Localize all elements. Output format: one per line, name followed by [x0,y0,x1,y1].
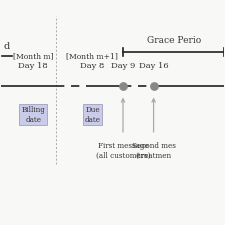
Text: Second mes
(treatmen: Second mes (treatmen [132,142,176,159]
Text: [Month m+1]: [Month m+1] [67,52,118,60]
Text: Billing
date: Billing date [21,106,45,124]
Point [121,84,125,88]
Text: Day 8: Day 8 [80,63,105,70]
Text: Due
date: Due date [84,106,100,124]
Text: d: d [3,42,9,51]
Text: Grace Perio: Grace Perio [148,36,202,45]
Text: Day 16: Day 16 [139,63,168,70]
Text: [Month m]: [Month m] [13,52,54,60]
Text: First message
(all customers): First message (all customers) [96,142,150,159]
Point [152,84,155,88]
Text: Day 9: Day 9 [111,63,135,70]
Text: Day 18: Day 18 [18,63,48,70]
